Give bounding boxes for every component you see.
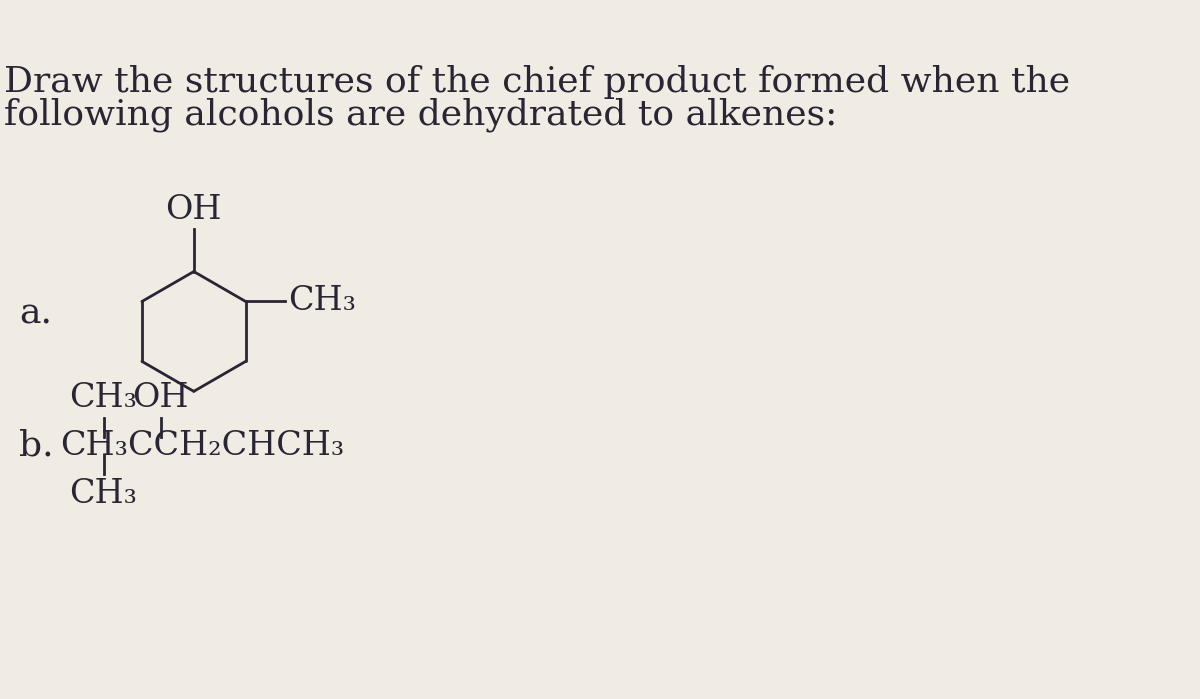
Text: CH₃: CH₃ (70, 382, 138, 415)
Text: OH: OH (166, 194, 222, 226)
Text: CH₃: CH₃ (70, 477, 138, 510)
Text: CH₃CCH₂CHCH₃: CH₃CCH₂CHCH₃ (60, 430, 344, 462)
Text: a.: a. (19, 297, 53, 331)
Text: Draw the structures of the chief product formed when the: Draw the structures of the chief product… (5, 66, 1070, 99)
Text: CH₃: CH₃ (288, 285, 356, 317)
Text: following alcohols are dehydrated to alkenes:: following alcohols are dehydrated to alk… (5, 97, 838, 131)
Text: OH: OH (132, 382, 190, 415)
Text: b.: b. (19, 429, 54, 463)
